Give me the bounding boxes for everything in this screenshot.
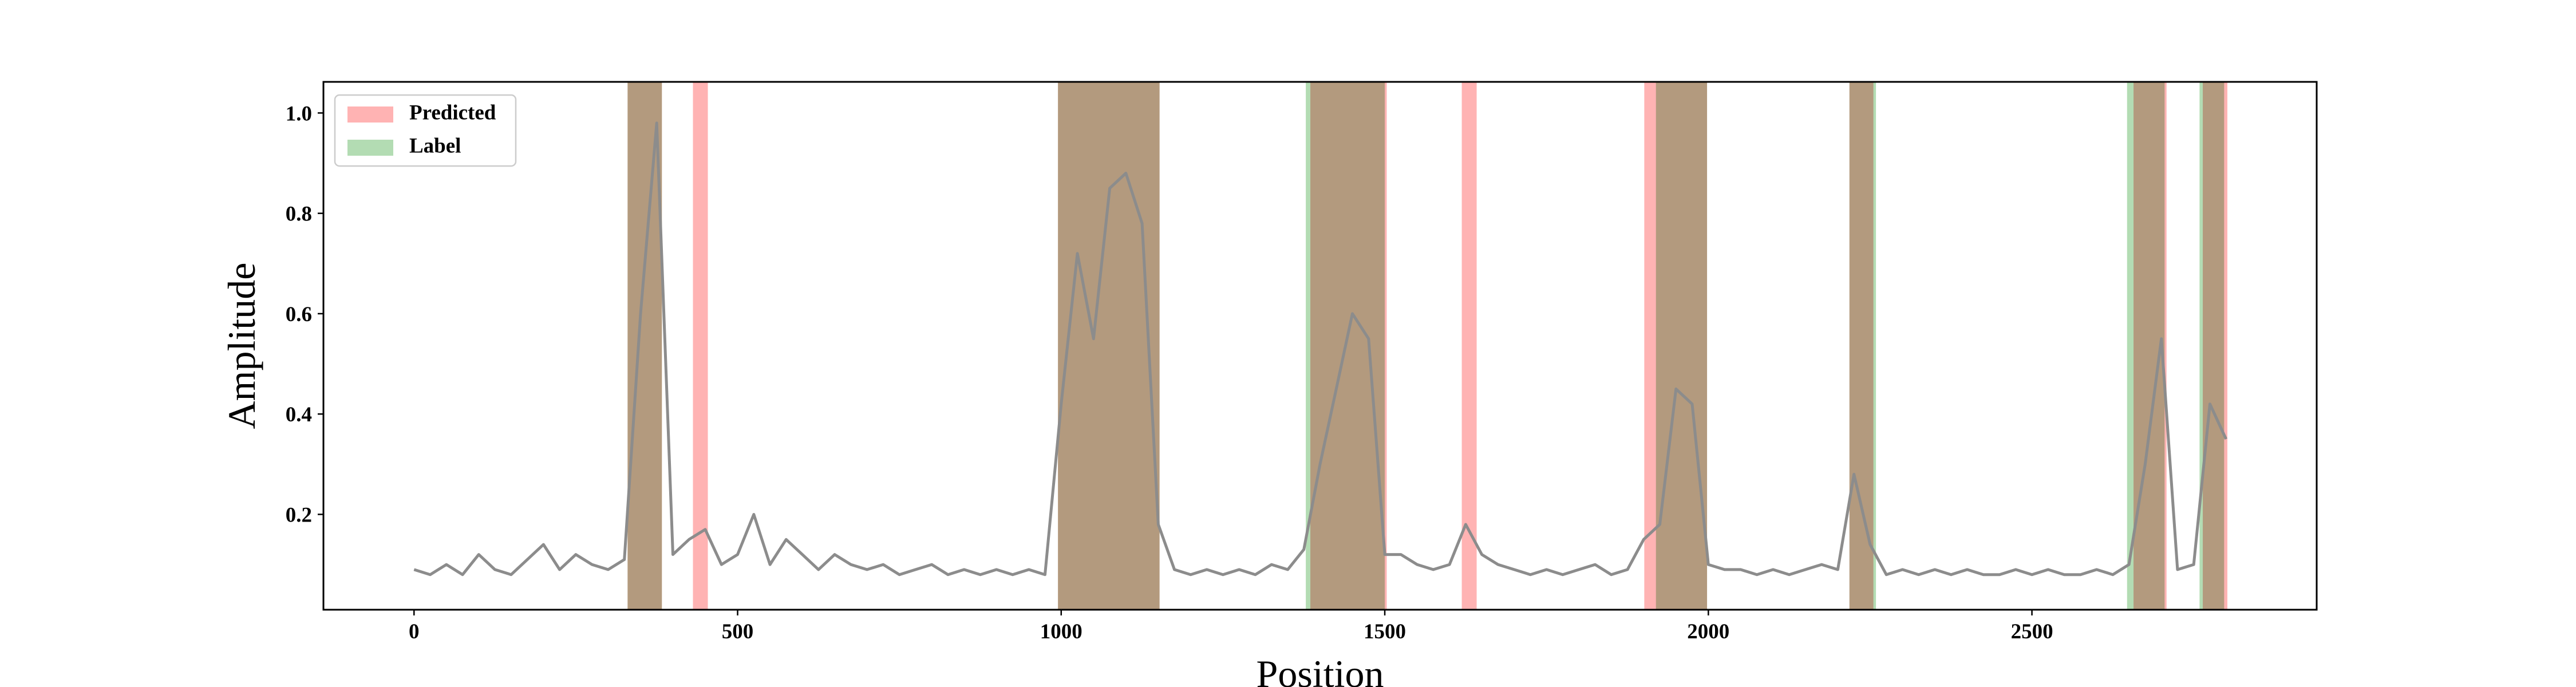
x-axis-label: Position [1257, 652, 1384, 687]
span [2199, 82, 2225, 610]
spans [627, 82, 2227, 610]
y-tick-label: 0.8 [286, 203, 312, 226]
legend-swatch [347, 106, 393, 123]
span [1058, 82, 1160, 610]
plot-frame [322, 81, 2318, 611]
signal-line [413, 121, 2227, 577]
x-tick-label: 1000 [1040, 620, 1082, 643]
x-tick-label: 1500 [1364, 620, 1406, 643]
legend-label: Label [409, 134, 461, 157]
y-tick-label: 0.6 [286, 303, 312, 326]
y-tick-label: 0.4 [286, 403, 312, 427]
legend-swatch [347, 140, 393, 156]
legend: Predicted Label [334, 94, 517, 167]
legend-label: Predicted [409, 101, 496, 124]
lines [413, 121, 2227, 577]
span [693, 82, 708, 610]
span [2127, 82, 2165, 610]
y-axis-label: Amplitude [220, 263, 263, 429]
span [627, 82, 662, 610]
x-tick-label: 2500 [2011, 620, 2053, 643]
x-tick-label: 0 [409, 620, 420, 643]
y-tick-label: 0.2 [286, 503, 312, 527]
x-tick-label: 500 [722, 620, 754, 643]
span [1656, 82, 1708, 610]
x-tick-label: 2000 [1687, 620, 1729, 643]
span [1461, 82, 1477, 610]
y-tick-label: 1.0 [286, 102, 312, 125]
span [1849, 82, 1876, 610]
